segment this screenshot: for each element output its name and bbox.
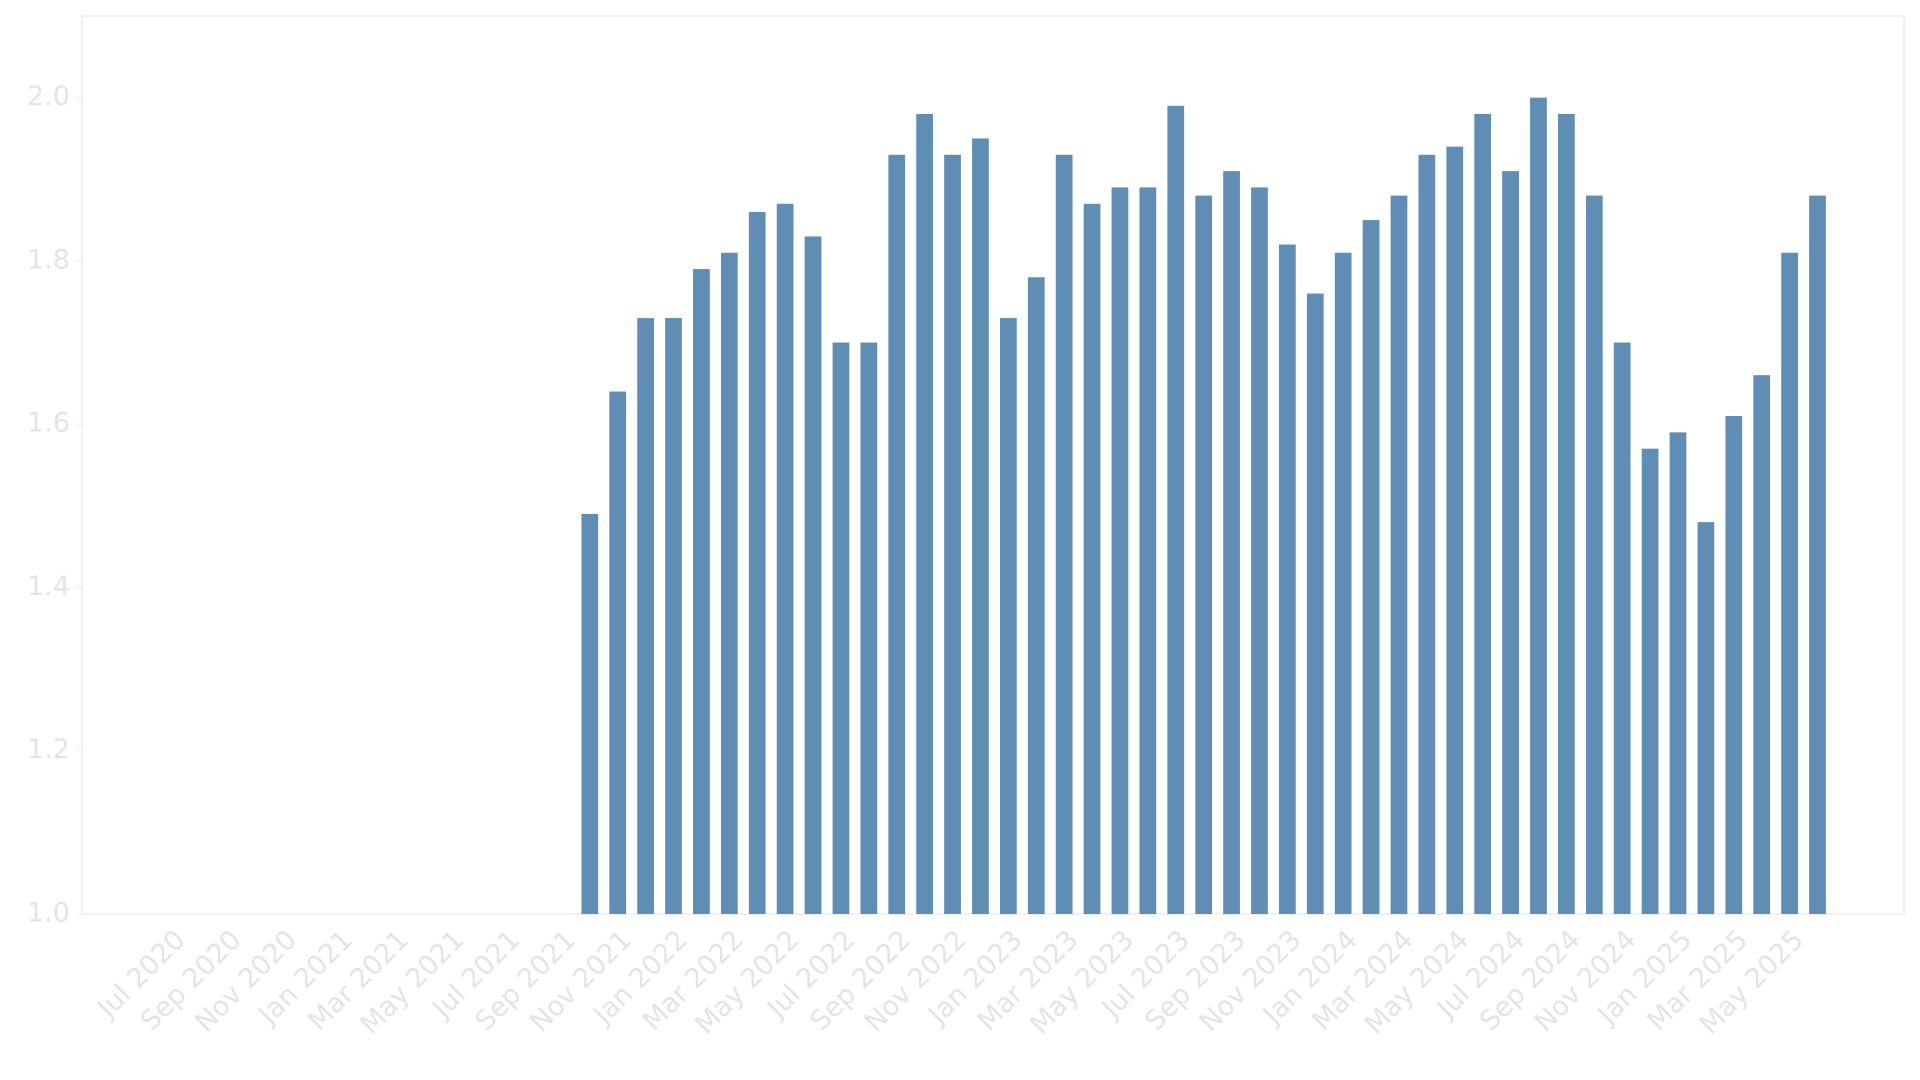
bar	[888, 154, 906, 915]
bar	[804, 236, 822, 914]
bar	[581, 513, 599, 914]
bar	[1362, 220, 1380, 914]
bar	[916, 113, 934, 915]
bar	[1725, 416, 1743, 914]
bar	[1669, 432, 1687, 914]
bar	[832, 342, 850, 915]
bar	[1809, 195, 1826, 915]
bar	[1585, 195, 1603, 915]
bar	[776, 203, 794, 914]
bar	[1697, 522, 1715, 914]
plot-frame	[81, 15, 1905, 915]
bar	[1753, 375, 1771, 914]
y-tick-label: 1.2	[27, 734, 70, 765]
y-tick-label: 2.0	[27, 81, 70, 112]
bar	[972, 138, 989, 915]
bar	[609, 391, 627, 914]
bar	[1223, 171, 1240, 915]
bar	[720, 252, 738, 914]
bar	[1390, 195, 1408, 915]
bar	[1781, 252, 1798, 914]
bar	[1306, 293, 1324, 915]
bar	[1613, 342, 1631, 915]
y-tick-label: 1.6	[27, 408, 70, 439]
bar	[1111, 187, 1129, 914]
bar	[1418, 154, 1436, 915]
bar	[1558, 113, 1575, 915]
bar	[693, 269, 710, 914]
bar	[1195, 195, 1213, 915]
bar	[1027, 277, 1045, 915]
bar	[1334, 252, 1352, 914]
bar	[665, 318, 682, 914]
bar	[1474, 113, 1492, 915]
bar	[999, 318, 1017, 914]
y-tick-label: 1.8	[27, 244, 70, 275]
bar	[637, 318, 654, 914]
bar	[1502, 171, 1519, 915]
bar	[1251, 187, 1268, 914]
bar	[860, 342, 878, 915]
bar	[1530, 97, 1547, 915]
bar	[1055, 154, 1073, 915]
bar	[1139, 187, 1157, 914]
bar	[1641, 448, 1659, 914]
bar	[1278, 244, 1296, 915]
bar	[1083, 203, 1101, 914]
bar	[1167, 105, 1185, 915]
y-tick-label: 1.4	[27, 571, 70, 602]
y-tick-label: 1.0	[27, 898, 70, 929]
bar	[1446, 146, 1464, 915]
bar	[748, 211, 766, 915]
bar	[944, 154, 961, 915]
